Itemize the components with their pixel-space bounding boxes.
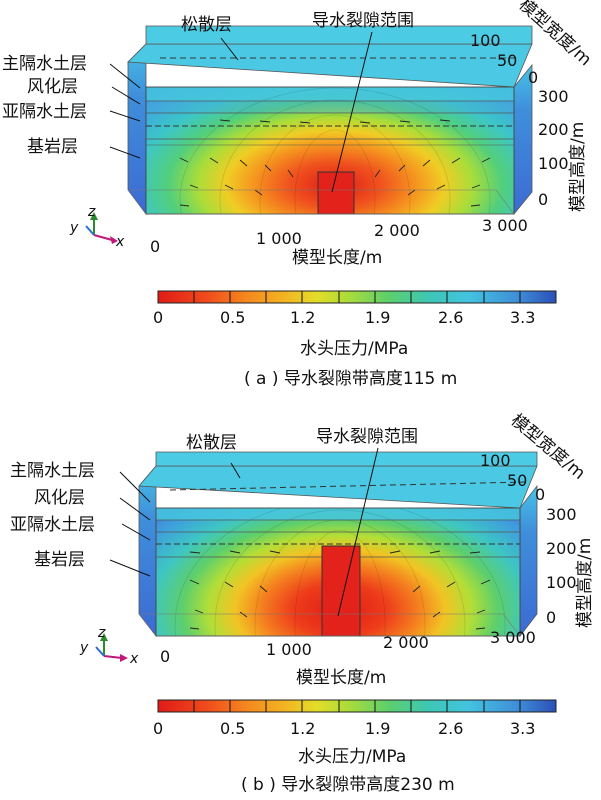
model-top-back bbox=[145, 25, 533, 45]
svg-text:y: y bbox=[69, 220, 79, 236]
label-bedrock: 基岩层 bbox=[27, 137, 78, 157]
axis-triad: z y x bbox=[79, 625, 139, 667]
width-tick-50: 50 bbox=[507, 471, 527, 490]
model-left-face bbox=[138, 464, 157, 638]
height-tick-200: 200 bbox=[546, 539, 577, 558]
colorbar bbox=[157, 699, 557, 713]
model-top-back bbox=[155, 451, 538, 467]
colorbar bbox=[157, 290, 557, 304]
cbar-tick-0: 0 bbox=[153, 719, 163, 738]
cbar-tick-1-2: 1.2 bbox=[290, 719, 315, 738]
flow-vectors bbox=[179, 119, 491, 207]
panel-a: 松散层 主隔水土层 风化层 亚隔水土层 基岩层 导水裂隙范围 100 50 0 … bbox=[2, 0, 595, 389]
model-figure-a: 松散层 主隔水土层 风化层 亚隔水土层 基岩层 导水裂隙范围 100 50 0 … bbox=[2, 0, 595, 389]
cbar-tick-1-2: 1.2 bbox=[290, 308, 315, 327]
flow-vectors bbox=[189, 550, 491, 630]
height-tick-100: 100 bbox=[546, 573, 577, 592]
fracture-zone bbox=[321, 545, 361, 637]
x-tick-3000: 3 000 bbox=[490, 628, 536, 647]
height-axis-label: 模型高度/m bbox=[575, 538, 595, 628]
model-top-face bbox=[127, 43, 533, 88]
x-tick-3000: 3 000 bbox=[482, 216, 528, 235]
width-tick-100: 100 bbox=[480, 451, 511, 470]
model-top-face bbox=[138, 465, 538, 509]
height-tick-300: 300 bbox=[546, 505, 577, 524]
x-axis-label: 模型长度/m bbox=[296, 668, 386, 688]
layer-leaders bbox=[109, 447, 379, 617]
model-figure-b: 松散层 主隔水土层 风化层 亚隔水土层 基岩层 导水裂隙范围 100 50 0 … bbox=[10, 411, 595, 795]
cbar-tick-0-5: 0.5 bbox=[220, 719, 245, 738]
x-tick-1000: 1 000 bbox=[266, 640, 312, 659]
model-right-face bbox=[513, 63, 533, 216]
label-loose-layer: 松散层 bbox=[181, 15, 232, 35]
cbar-tick-3-3: 3.3 bbox=[510, 719, 535, 738]
height-tick-300: 300 bbox=[538, 87, 569, 106]
label-sub-aquiclude: 亚隔水土层 bbox=[2, 102, 87, 122]
panel-b: 松散层 主隔水土层 风化层 亚隔水土层 基岩层 导水裂隙范围 100 50 0 … bbox=[0, 410, 601, 800]
cbar-tick-3-3: 3.3 bbox=[510, 308, 535, 327]
label-fracture-range: 导水裂隙范围 bbox=[312, 11, 414, 31]
colorbar-label: 水头压力/MPa bbox=[300, 339, 408, 359]
height-tick-200: 200 bbox=[538, 120, 569, 139]
label-fracture-range: 导水裂隙范围 bbox=[316, 427, 418, 447]
height-axis-label: 模型高度/m bbox=[568, 122, 588, 212]
width-tick-100: 100 bbox=[470, 31, 501, 50]
axis-triad: z y x bbox=[69, 204, 125, 250]
caption-a: ( a ) 导水裂隙带高度115 m bbox=[244, 369, 457, 389]
cbar-tick-0: 0 bbox=[153, 308, 163, 327]
colorbar-label: 水头压力/MPa bbox=[298, 747, 406, 767]
cbar-tick-0-5: 0.5 bbox=[220, 308, 245, 327]
svg-text:x: x bbox=[115, 234, 125, 250]
caption-b: ( b ) 导水裂隙带高度230 m bbox=[241, 775, 455, 795]
height-tick-0: 0 bbox=[538, 190, 548, 209]
label-sub-aquiclude: 亚隔水土层 bbox=[10, 515, 95, 535]
label-weathered-layer: 风化层 bbox=[27, 77, 78, 97]
label-weathered-layer: 风化层 bbox=[34, 488, 85, 508]
height-tick-0: 0 bbox=[546, 608, 556, 627]
width-tick-0: 0 bbox=[535, 485, 545, 504]
label-main-aquiclude: 主隔水土层 bbox=[10, 461, 95, 481]
layer-leaders bbox=[109, 31, 373, 193]
svg-text:z: z bbox=[97, 625, 106, 641]
model-left-face bbox=[127, 43, 147, 216]
svg-text:y: y bbox=[79, 640, 89, 656]
model-right-face bbox=[519, 484, 538, 638]
cbar-tick-2-6: 2.6 bbox=[438, 308, 463, 327]
label-main-aquiclude: 主隔水土层 bbox=[2, 54, 87, 74]
svg-text:z: z bbox=[87, 204, 96, 220]
cbar-tick-1-9: 1.9 bbox=[365, 308, 390, 327]
height-tick-100: 100 bbox=[538, 154, 569, 173]
x-tick-0: 0 bbox=[160, 647, 170, 666]
label-bedrock: 基岩层 bbox=[34, 550, 85, 570]
x-tick-0: 0 bbox=[150, 237, 160, 256]
x-axis-label: 模型长度/m bbox=[292, 248, 382, 268]
width-tick-0: 0 bbox=[528, 68, 538, 87]
x-tick-2000: 2 000 bbox=[383, 633, 429, 652]
fracture-zone bbox=[317, 171, 355, 215]
label-loose-layer: 松散层 bbox=[186, 433, 237, 453]
x-tick-1000: 1 000 bbox=[256, 229, 302, 248]
cbar-tick-2-6: 2.6 bbox=[438, 719, 463, 738]
svg-text:x: x bbox=[129, 651, 139, 667]
cbar-tick-1-9: 1.9 bbox=[365, 719, 390, 738]
width-tick-50: 50 bbox=[497, 51, 517, 70]
x-tick-2000: 2 000 bbox=[374, 221, 420, 240]
